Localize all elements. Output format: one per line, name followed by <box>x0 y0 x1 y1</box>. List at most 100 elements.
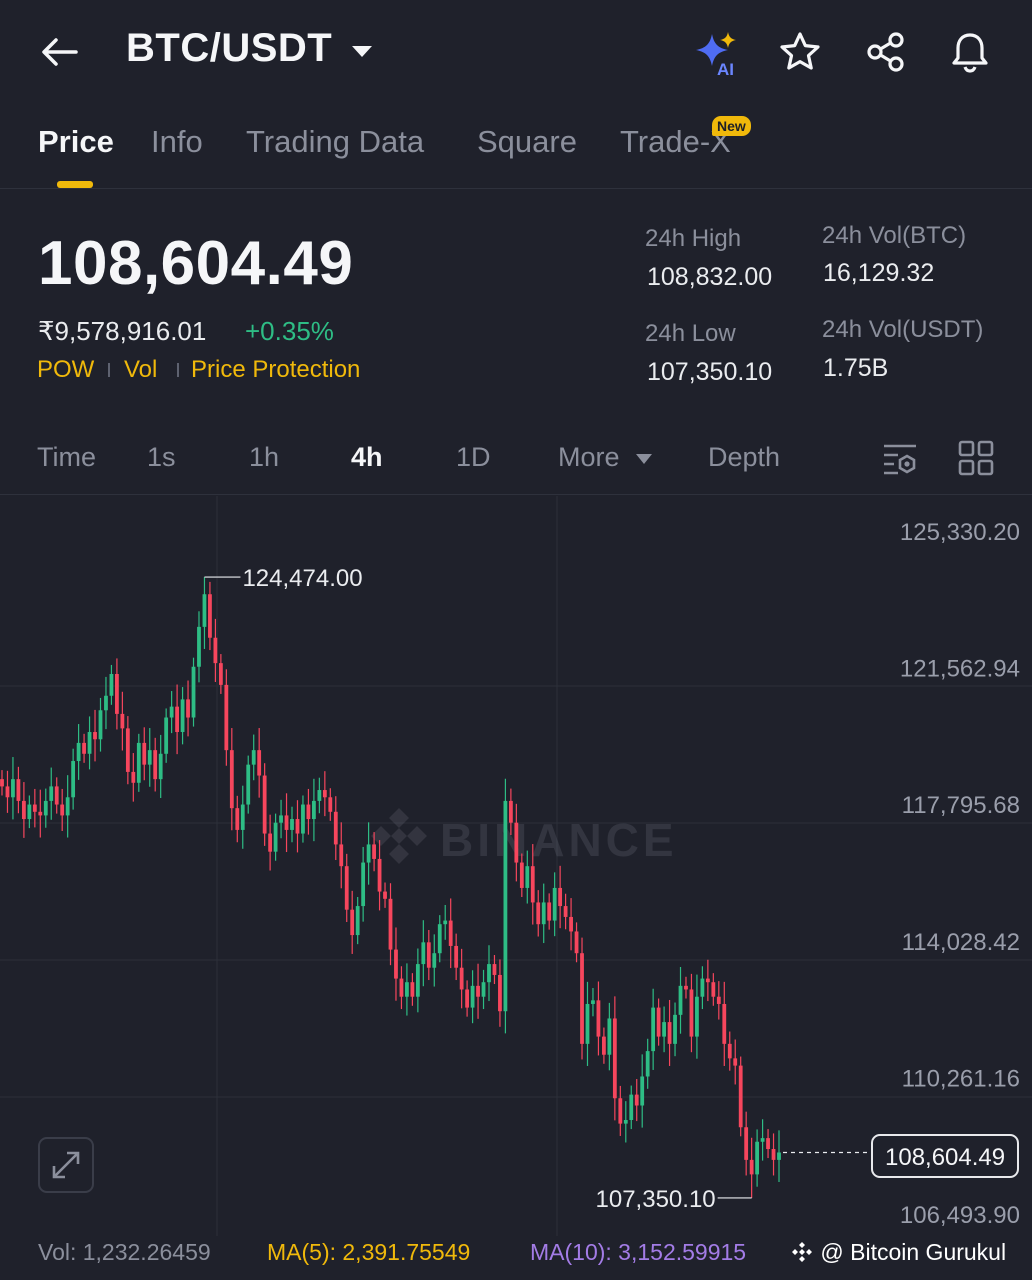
interval-1d[interactable]: 1D <box>456 442 491 472</box>
candle-body <box>426 942 431 968</box>
candle-body <box>377 858 382 892</box>
candle-body <box>311 800 316 820</box>
candle-body <box>596 1000 601 1037</box>
interval-1h[interactable]: 1h <box>249 442 280 472</box>
volume-readout: Vol: 1,232.26459 <box>38 1239 211 1265</box>
more-caret-icon[interactable] <box>635 452 653 464</box>
candle-body <box>240 804 245 830</box>
candle-body <box>394 949 398 979</box>
tab-info[interactable]: Info <box>151 124 203 159</box>
candle-body <box>684 985 688 990</box>
candle-body <box>49 786 54 801</box>
candle-body <box>361 862 366 907</box>
candle-body <box>503 800 508 1012</box>
candle-body <box>142 742 147 765</box>
candle-body <box>602 1036 606 1055</box>
stat-24h-high-value: 108,832.00 <box>647 263 773 291</box>
chart-annotations: 124,474.00 107,350.10 <box>204 565 868 1213</box>
fullscreen-button[interactable] <box>38 1137 94 1193</box>
stat-24h-low-label: 24h Low <box>645 320 736 347</box>
layout-grid-icon[interactable] <box>958 440 994 476</box>
candle-body <box>662 1022 666 1037</box>
candle-body <box>366 844 371 863</box>
candle-body <box>383 891 387 899</box>
candle-body <box>147 750 152 765</box>
candle-body <box>306 804 311 820</box>
candle-body <box>569 916 573 932</box>
caret-down-icon[interactable] <box>350 44 374 60</box>
indicator-settings-icon[interactable] <box>882 440 918 476</box>
stat-24h-vol-usdt-label: 24h Vol(USDT) <box>822 316 984 343</box>
candle-body <box>27 804 32 820</box>
candle-body <box>530 866 535 903</box>
candle-body <box>262 775 267 834</box>
candle-body <box>218 663 223 685</box>
candle-body <box>591 1000 595 1004</box>
tab-price[interactable]: Price <box>38 124 114 159</box>
candle-body <box>645 1051 650 1077</box>
current-price-label: 108,604.49 <box>871 1134 1020 1178</box>
tag-vol[interactable]: Vol <box>124 356 158 383</box>
candle-body <box>372 844 376 859</box>
candle-body <box>580 953 584 1044</box>
tag-pow[interactable]: POW <box>37 356 95 383</box>
candle-body <box>695 996 699 1037</box>
high-marker-label: 124,474.00 <box>242 565 362 592</box>
tab-trading-data[interactable]: Trading Data <box>246 124 425 159</box>
price-tick-label: 110,261.16 <box>902 1065 1020 1092</box>
interval-1s[interactable]: 1s <box>147 442 176 472</box>
back-button[interactable] <box>38 30 82 74</box>
candle-body <box>634 1094 639 1106</box>
alert-button[interactable] <box>948 30 992 74</box>
back-arrow-icon <box>42 38 78 66</box>
candle-body <box>618 1098 623 1124</box>
share-button[interactable] <box>864 30 908 74</box>
ma10-readout: MA(10): 3,152.59915 <box>530 1239 747 1265</box>
candle-body <box>328 797 333 812</box>
ma5-readout: MA(5): 2,391.75549 <box>267 1239 471 1265</box>
candle-body <box>689 989 694 1037</box>
candle-body <box>208 594 212 638</box>
ai-badge-text: AI <box>717 60 734 78</box>
interval-more[interactable]: More <box>558 442 620 472</box>
candle-body <box>563 906 568 917</box>
tab-square[interactable]: Square <box>477 124 577 159</box>
price-tick-label: 117,795.68 <box>902 792 1020 819</box>
low-marker-label: 107,350.10 <box>596 1186 716 1213</box>
candle-body <box>136 742 141 783</box>
candle-body <box>125 728 130 772</box>
candle-body <box>492 964 497 975</box>
candle-body <box>284 815 289 830</box>
pair-title[interactable]: BTC/USDT <box>126 26 333 70</box>
stat-24h-low-value: 107,350.10 <box>647 358 773 386</box>
candle-body <box>213 637 218 664</box>
last-price: 108,604.49 <box>38 229 354 298</box>
watermark-text: @ Bitcoin Gurukul <box>820 1239 1007 1265</box>
candle-body <box>607 1018 612 1055</box>
candle-body <box>191 666 196 718</box>
candle-body <box>700 978 705 997</box>
ai-sparkle-icon: AI <box>696 32 736 79</box>
candle-body <box>454 945 459 968</box>
candle-body <box>421 942 426 965</box>
tabs-divider <box>0 188 1032 189</box>
tag-price-protection[interactable]: Price Protection <box>191 356 361 383</box>
candle-body <box>257 750 262 776</box>
interval-time[interactable]: Time <box>37 442 96 472</box>
depth-tab[interactable]: Depth <box>708 442 781 472</box>
candle-body <box>109 674 114 696</box>
candle-body <box>410 982 415 997</box>
ai-assistant-button[interactable]: AI <box>694 30 738 79</box>
candle-body <box>738 1065 743 1128</box>
candle-body <box>574 931 579 954</box>
candle-body <box>197 626 201 667</box>
candle-body <box>43 800 48 816</box>
candle-body <box>60 804 65 816</box>
candle-body <box>317 790 322 801</box>
interval-4h[interactable]: 4h <box>351 442 383 472</box>
candle-body <box>744 1127 749 1160</box>
candle-body <box>525 866 530 888</box>
candle-body <box>164 717 169 754</box>
favorite-button[interactable] <box>778 30 822 74</box>
